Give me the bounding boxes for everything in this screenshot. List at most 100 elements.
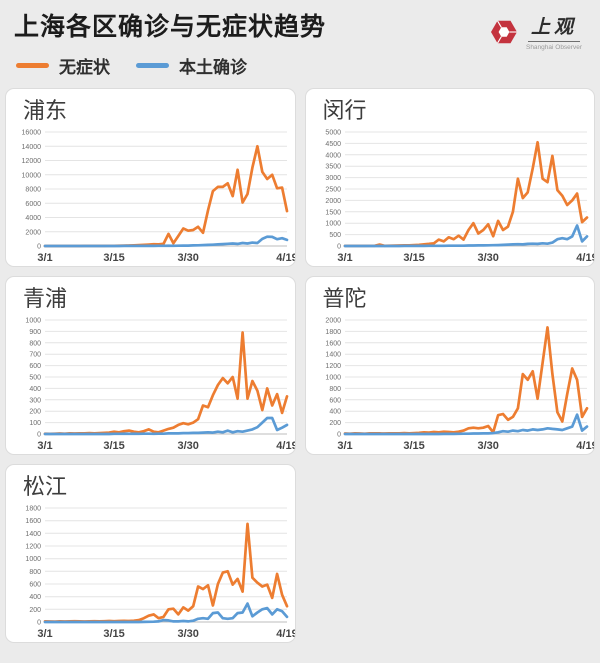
y-tick-label: 2000 bbox=[325, 198, 341, 205]
x-tick-label: 3/15 bbox=[403, 440, 424, 452]
page-title: 上海各区确诊与无症状趋势 bbox=[14, 13, 327, 41]
y-tick-label: 500 bbox=[29, 375, 41, 382]
chart-card: 青浦 0 100 200 300 400 500 600 700 800 900 1000 3/1 3/… bbox=[5, 276, 296, 455]
y-tick-label: 1200 bbox=[25, 544, 41, 551]
y-tick-label: 2000 bbox=[25, 230, 41, 237]
y-tick-label: 1800 bbox=[325, 329, 341, 336]
x-tick-label: 3/30 bbox=[477, 252, 498, 264]
x-tick-label: 3/15 bbox=[103, 440, 124, 452]
y-tick-label: 4500 bbox=[325, 141, 341, 148]
y-tick-label: 1400 bbox=[325, 352, 341, 359]
asymptomatic-line bbox=[43, 145, 289, 248]
x-tick-label: 4/19 bbox=[576, 252, 595, 264]
asymptomatic-line bbox=[43, 331, 289, 436]
y-tick-label: 800 bbox=[29, 569, 41, 576]
y-tick-label: 1000 bbox=[25, 557, 41, 564]
y-tick-label: 600 bbox=[29, 582, 41, 589]
legend-label: 无症状 bbox=[59, 58, 110, 77]
y-tick-label: 400 bbox=[29, 386, 41, 393]
line-chart: 0 500 1000 1500 2000 2500 3000 3500 4000 4500 5000… bbox=[325, 130, 595, 265]
logo-text: 上观 bbox=[527, 12, 580, 42]
y-tick-label: 0 bbox=[337, 432, 341, 439]
y-tick-label: 1000 bbox=[25, 318, 41, 325]
x-tick-label: 3/30 bbox=[177, 628, 198, 640]
y-tick-label: 1400 bbox=[25, 531, 41, 538]
legend-item: 无症状 bbox=[16, 53, 110, 78]
confirmed-line bbox=[343, 413, 588, 436]
y-tick-label: 6000 bbox=[25, 201, 41, 208]
y-tick-label: 0 bbox=[337, 244, 341, 251]
legend-item: 本土确诊 bbox=[136, 53, 247, 78]
x-tick-label: 3/1 bbox=[337, 252, 352, 264]
y-tick-label: 10000 bbox=[22, 173, 42, 180]
x-tick-label: 3/1 bbox=[337, 440, 352, 452]
confirmed-line bbox=[343, 224, 588, 248]
y-tick-label: 400 bbox=[29, 595, 41, 602]
y-tick-label: 1800 bbox=[25, 506, 41, 513]
chart-title: 闵行 bbox=[322, 98, 367, 123]
y-tick-label: 1600 bbox=[25, 519, 41, 526]
x-tick-label: 3/15 bbox=[103, 628, 124, 640]
y-tick-label: 800 bbox=[329, 386, 341, 393]
asymptomatic-line bbox=[343, 141, 588, 248]
x-tick-label: 3/30 bbox=[477, 440, 498, 452]
y-tick-label: 8000 bbox=[25, 187, 41, 194]
y-tick-label: 4000 bbox=[25, 215, 41, 222]
y-tick-label: 500 bbox=[329, 232, 341, 239]
y-tick-label: 1000 bbox=[325, 221, 341, 228]
x-tick-label: 3/15 bbox=[103, 252, 124, 264]
chart-card: 松江 0 200 400 600 800 1000 1200 1400 1600 1800 3/1 3… bbox=[5, 464, 296, 643]
legend-swatch bbox=[16, 63, 49, 68]
line-chart: 0 2000 4000 6000 8000 10000 12000 14000 16000 3/1… bbox=[22, 130, 295, 265]
x-tick-label: 4/19 bbox=[576, 440, 595, 452]
chart-card: 闵行 0 500 1000 1500 2000 2500 3000 3500 4000 4500 5… bbox=[304, 88, 595, 267]
y-tick-label: 800 bbox=[29, 341, 41, 348]
y-tick-label: 300 bbox=[29, 398, 41, 405]
chart-title: 松江 bbox=[23, 474, 68, 499]
confirmed-line bbox=[43, 602, 289, 624]
y-tick-label: 1600 bbox=[325, 341, 341, 348]
logo-text-wrap: 上观 Shanghai Observer bbox=[526, 12, 582, 51]
y-tick-label: 4000 bbox=[325, 153, 341, 160]
y-tick-label: 1500 bbox=[325, 210, 341, 217]
y-tick-label: 200 bbox=[29, 607, 41, 614]
y-tick-label: 700 bbox=[29, 352, 41, 359]
y-tick-label: 200 bbox=[329, 420, 341, 427]
x-tick-label: 4/19 bbox=[276, 628, 295, 640]
legend-swatch bbox=[136, 63, 169, 68]
y-tick-label: 0 bbox=[37, 244, 41, 251]
header: 上海各区确诊与无症状趋势 上观 Shanghai Observer 无症状 本土… bbox=[0, 0, 600, 88]
y-tick-label: 2500 bbox=[325, 187, 341, 194]
y-tick-label: 400 bbox=[329, 409, 341, 416]
chart-title: 青浦 bbox=[23, 286, 68, 311]
x-tick-label: 3/15 bbox=[403, 252, 424, 264]
x-tick-label: 4/19 bbox=[276, 440, 295, 452]
x-tick-label: 4/19 bbox=[276, 252, 295, 264]
shanghai-observer-logo-icon bbox=[490, 20, 517, 43]
charts-grid: 浦东 0 2000 4000 6000 8000 10000 12000 14000 16000… bbox=[0, 88, 600, 643]
line-chart: 0 200 400 600 800 1000 1200 1400 1600 1800 3/1 3/15… bbox=[25, 506, 295, 641]
y-tick-label: 900 bbox=[29, 329, 41, 336]
asymptomatic-line bbox=[343, 326, 588, 436]
y-tick-label: 5000 bbox=[325, 130, 341, 137]
chart-title: 普陀 bbox=[322, 286, 367, 311]
logo-subtext: Shanghai Observer bbox=[525, 44, 582, 51]
asymptomatic-line bbox=[43, 522, 289, 624]
logo: 上观 Shanghai Observer bbox=[489, 12, 582, 51]
legend: 无症状 本土确诊 bbox=[14, 51, 588, 88]
y-tick-label: 100 bbox=[29, 420, 41, 427]
chart-title: 浦东 bbox=[23, 98, 68, 123]
x-tick-label: 3/1 bbox=[37, 252, 52, 264]
x-tick-label: 3/30 bbox=[177, 252, 198, 264]
x-tick-label: 3/1 bbox=[37, 628, 52, 640]
header-top: 上海各区确诊与无症状趋势 上观 Shanghai Observer bbox=[14, 8, 588, 51]
y-tick-label: 14000 bbox=[22, 144, 42, 151]
y-tick-label: 16000 bbox=[22, 130, 42, 137]
confirmed-line bbox=[43, 235, 289, 248]
y-tick-label: 12000 bbox=[22, 158, 42, 165]
y-tick-label: 3000 bbox=[325, 175, 341, 182]
y-tick-label: 1200 bbox=[325, 363, 341, 370]
x-tick-label: 3/30 bbox=[177, 440, 198, 452]
line-chart: 0 200 400 600 800 1000 1200 1400 1600 1800 2000 3/1… bbox=[325, 318, 595, 453]
y-tick-label: 200 bbox=[29, 409, 41, 416]
